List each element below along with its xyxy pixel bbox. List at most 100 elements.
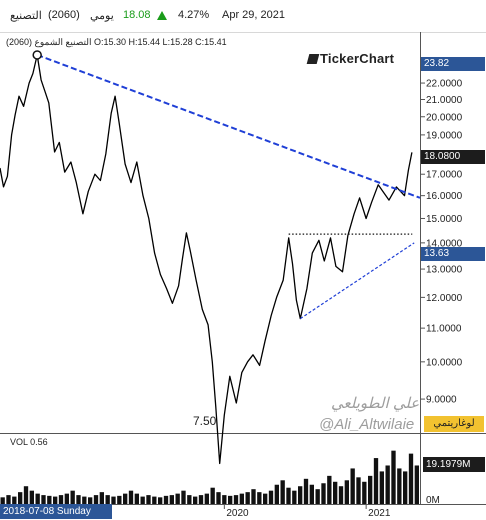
volume-bar (338, 486, 344, 504)
volume-bar (327, 475, 332, 504)
log-scale-toggle[interactable]: لوغاريتمي (424, 416, 484, 432)
volume-bar (356, 477, 361, 504)
crosshair-date-box: 2018-07-08 Sunday (0, 504, 112, 519)
x-tick-label: 2020 (226, 508, 249, 519)
ohlc-readout: التصنيع الشموع (2060) O:15.30 H:15.44 L:… (6, 37, 227, 47)
y-tick-label: 11.0000 (426, 324, 462, 335)
volume-bar (12, 496, 17, 504)
volume-bar (309, 484, 314, 504)
volume-bar (385, 465, 390, 504)
volume-bar (233, 495, 239, 504)
percent-change: 4.27% (178, 9, 210, 21)
volume-bar (146, 495, 151, 504)
volume-bar (6, 495, 11, 504)
volume-bar (64, 493, 69, 504)
volume-bar (245, 492, 250, 504)
volume-bar (29, 490, 34, 504)
volume-bar (216, 492, 221, 504)
trendline-2[interactable] (299, 242, 415, 320)
volume-bar (158, 497, 163, 504)
volume-bar (41, 495, 46, 504)
low-annotation: 7.50 (193, 414, 217, 428)
y-tick-label: 17.0000 (426, 170, 463, 181)
volume-bar (274, 484, 279, 504)
high-price-box: 23.82 (421, 57, 485, 71)
security-name[interactable]: التصنيع (10, 10, 42, 22)
volume-bar (222, 495, 227, 504)
volume-bar (263, 493, 268, 504)
trendline-1[interactable] (36, 54, 421, 199)
ticker-header: التصنيع (2060) يومي 18.08 4.27% Apr 29, … (0, 0, 486, 33)
volume-bar (134, 493, 139, 504)
y-tick-label: 10.0000 (426, 357, 463, 368)
volume-bar (76, 495, 81, 504)
volume-bar (128, 490, 134, 504)
volume-bar (315, 489, 320, 504)
volume-bar (210, 487, 215, 504)
volume-bar (280, 480, 285, 504)
volume-bar (105, 495, 110, 504)
volume-bar (117, 495, 122, 504)
volume-bar (152, 496, 157, 504)
volume-bar (23, 486, 29, 504)
volume-bar (140, 496, 145, 504)
volume-bar (298, 486, 303, 504)
volume-bar (204, 493, 209, 504)
volume-bar (414, 465, 419, 504)
volume-bar (53, 496, 58, 504)
volume-bar (88, 497, 93, 504)
volume-label: VOL 0.56 (10, 437, 48, 447)
security-code[interactable]: (2060) (48, 9, 80, 21)
volume-bar (123, 493, 128, 504)
volume-bar (99, 492, 104, 504)
volume-bar (362, 481, 367, 504)
y-tick-label: 12.0000 (426, 293, 463, 304)
y-tick-label: 21.0000 (426, 95, 463, 106)
volume-bar (292, 490, 297, 504)
last-date: Apr 29, 2021 (222, 9, 285, 21)
volume-bar (408, 453, 414, 504)
volume-bar (344, 480, 349, 504)
y-tick-label: 16.0000 (426, 191, 463, 202)
x-tick-label: 2021 (368, 508, 391, 519)
volume-bar (18, 492, 23, 504)
volume-bar (257, 492, 262, 504)
volume-bar (403, 471, 408, 504)
volume-bar (35, 493, 40, 504)
volume-bar (58, 495, 64, 504)
volume-bar (350, 468, 355, 504)
peak-marker (32, 50, 42, 60)
volume-bar (286, 487, 291, 504)
volume-bar (251, 489, 256, 504)
volume-bar (111, 496, 116, 504)
volume-bar (198, 495, 204, 504)
brand-logo: TickerChart (320, 51, 395, 66)
volume-bar (163, 495, 169, 504)
volume-axis-label: 0M (426, 495, 440, 506)
y-tick-label: 22.0000 (426, 79, 463, 90)
volume-bar (321, 483, 326, 504)
price-series-line (0, 54, 413, 465)
volume-bar (379, 471, 384, 504)
volume-bar (70, 490, 75, 504)
y-tick-label: 14.0000 (426, 238, 463, 249)
up-arrow-icon (157, 11, 167, 20)
volume-bar (187, 495, 192, 504)
volume-bar (93, 495, 99, 504)
volume-bar (175, 493, 180, 504)
volume-bar (268, 490, 274, 504)
volume-bar (169, 495, 174, 504)
volume-bar (368, 475, 373, 504)
watermark-arabic: علي الطويلعي (331, 395, 420, 412)
y-tick-label: 19.0000 (426, 130, 463, 141)
last-price-box: 18.0800 (421, 150, 485, 164)
volume-bar (239, 493, 244, 504)
low-price-box: 13.63 (421, 247, 485, 261)
last-price: 18.08 (123, 9, 151, 21)
volume-bar (333, 481, 338, 504)
volume-bar (303, 478, 309, 504)
y-tick-label: 13.0000 (426, 265, 463, 276)
volume-bar (0, 497, 5, 504)
period-selector[interactable]: يومي (90, 10, 114, 22)
